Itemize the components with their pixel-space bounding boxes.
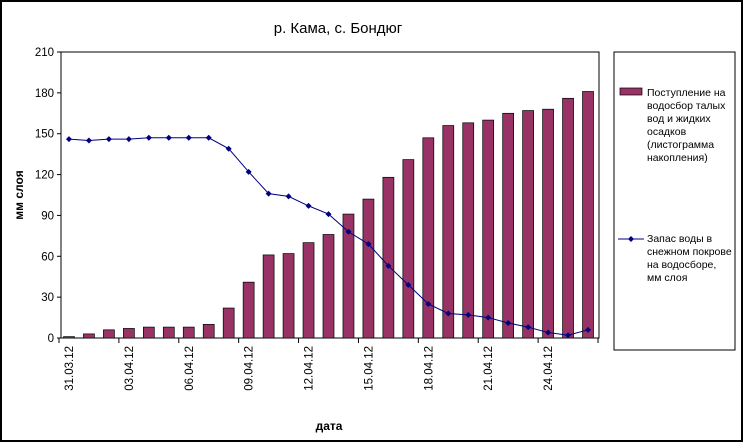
legend: Поступление на водосбор талых вод и жидких… — [613, 51, 736, 351]
y-tick-label: 60 — [41, 251, 54, 263]
y-tick-label: 30 — [41, 292, 54, 304]
x-tick-label: 18.04.12 — [423, 346, 435, 391]
y-tick-label: 90 — [41, 210, 54, 222]
bar — [282, 253, 295, 339]
x-tick-label: 21.04.12 — [483, 346, 495, 391]
y-tick-label: 120 — [35, 170, 54, 182]
bar — [162, 326, 175, 339]
x-axis: 31.03.12 03.04.12 06.04.12 09.04.12 12.04.12… — [58, 338, 599, 391]
bar — [382, 176, 395, 339]
bar — [422, 137, 435, 339]
chart-title: р. Кама, с. Бондюг — [274, 20, 403, 37]
x-axis-label: дата — [316, 419, 343, 433]
y-axis: 0 30 60 90 120 150 180 210 — [35, 47, 61, 345]
bar — [542, 108, 554, 339]
line-point — [485, 314, 492, 321]
line-point — [465, 311, 472, 318]
line-point — [225, 145, 232, 152]
line-point — [65, 136, 72, 143]
legend-label-bar: Поступление на водосбор талых вод и жидких… — [647, 87, 726, 164]
line-point — [105, 136, 112, 143]
legend-box — [613, 51, 736, 351]
bar — [402, 159, 415, 339]
bar — [322, 234, 335, 339]
bar — [63, 336, 75, 339]
line-series — [65, 134, 592, 339]
bar — [562, 97, 574, 339]
x-tick-label: 24.04.12 — [543, 346, 555, 391]
line-point — [445, 310, 452, 317]
bar — [442, 125, 455, 339]
x-tick-label: 06.04.12 — [184, 346, 196, 391]
line-point — [325, 211, 332, 218]
line-point — [125, 136, 132, 143]
line-point — [145, 134, 152, 141]
line-point — [245, 168, 252, 175]
bar — [202, 324, 215, 339]
line-point — [585, 326, 592, 333]
line-point — [365, 241, 372, 248]
bar — [242, 281, 255, 339]
bar — [222, 307, 235, 339]
line-point — [525, 324, 532, 331]
x-tick-label: 12.04.12 — [304, 346, 316, 391]
line-point — [165, 134, 172, 141]
bar — [103, 329, 115, 339]
bar-series — [63, 91, 594, 339]
line-point — [385, 262, 392, 269]
x-tick-label: 09.04.12 — [244, 346, 256, 391]
x-tick-label: 15.04.12 — [363, 346, 375, 391]
line-point — [185, 134, 192, 141]
line-point — [545, 329, 552, 336]
legend-bar-swatch — [619, 87, 643, 96]
bar — [462, 122, 475, 339]
y-axis-label: мм слоя — [12, 170, 26, 219]
x-tick-label: 31.03.12 — [64, 346, 76, 391]
bar — [362, 198, 375, 339]
line-point — [345, 228, 352, 235]
bar — [502, 112, 515, 339]
line-point — [405, 281, 412, 288]
bar — [262, 254, 275, 339]
line-point — [565, 332, 572, 339]
line-point — [305, 202, 312, 209]
y-tick-label: 180 — [35, 88, 54, 100]
bar — [342, 213, 355, 339]
line-point — [285, 193, 292, 200]
bar — [482, 119, 495, 339]
y-tick-label: 0 — [48, 333, 54, 345]
bar — [123, 328, 135, 339]
bar — [582, 91, 594, 339]
bar — [182, 326, 195, 339]
y-tick-label: 150 — [35, 129, 54, 141]
legend-label-line: Запас воды в снежном покрове на водосборе,… — [647, 233, 732, 284]
line-point — [425, 300, 432, 307]
bar — [522, 110, 534, 339]
x-tick-label: 03.04.12 — [124, 346, 136, 391]
line-point — [505, 320, 512, 327]
bar — [302, 242, 315, 339]
line-point — [205, 134, 212, 141]
bar — [142, 326, 155, 339]
line-point — [85, 137, 92, 144]
bar — [83, 333, 95, 339]
line-point — [265, 190, 272, 197]
legend-line-marker — [628, 236, 634, 242]
y-tick-label: 210 — [35, 47, 54, 59]
